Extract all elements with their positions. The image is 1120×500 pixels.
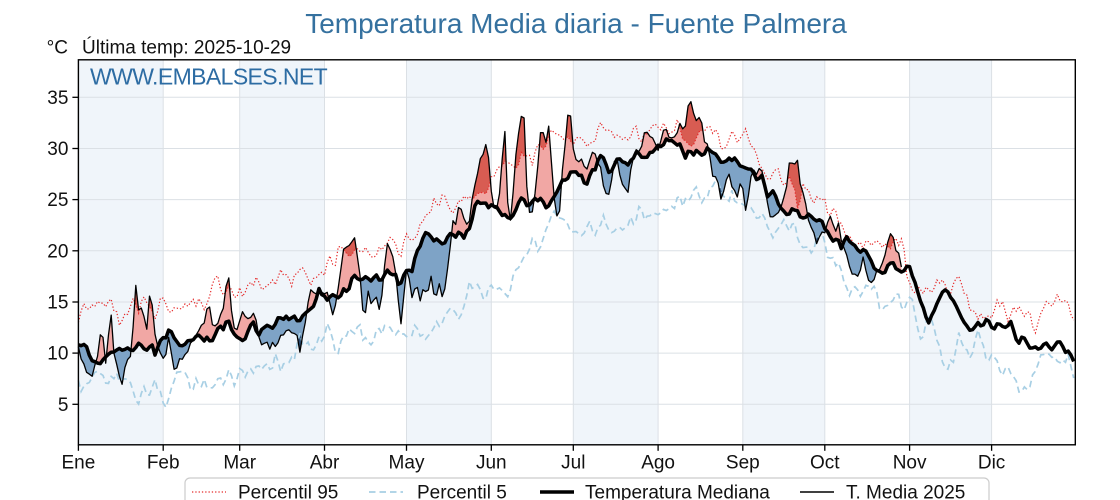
svg-text:Percentil 5: Percentil 5	[417, 483, 507, 500]
svg-text:Abr: Abr	[310, 453, 340, 474]
svg-text:25: 25	[47, 190, 68, 211]
svg-text:Nov: Nov	[893, 453, 927, 474]
svg-text:Percentil 95: Percentil 95	[238, 483, 338, 500]
svg-text:Temperatura Mediana: Temperatura Mediana	[585, 483, 770, 500]
svg-text:15: 15	[47, 293, 68, 314]
svg-text:35: 35	[47, 88, 68, 109]
svg-text:May: May	[389, 453, 425, 474]
svg-text:Temperatura Media diaria - Fue: Temperatura Media diaria - Fuente Palmer…	[305, 8, 847, 39]
svg-text:Oct: Oct	[810, 453, 840, 474]
svg-text:10: 10	[47, 344, 68, 365]
svg-text:Ago: Ago	[641, 453, 675, 474]
svg-text:Sep: Sep	[726, 453, 760, 474]
svg-text:T. Media 2025: T. Media 2025	[846, 483, 965, 500]
svg-text:°C: °C	[47, 38, 68, 59]
svg-text:Mar: Mar	[223, 453, 256, 474]
svg-text:20: 20	[47, 241, 68, 262]
svg-text:5: 5	[58, 395, 69, 416]
svg-text:Jun: Jun	[476, 453, 507, 474]
svg-text:Ene: Ene	[61, 453, 95, 474]
svg-text:30: 30	[47, 139, 68, 160]
svg-text:Dic: Dic	[978, 453, 1005, 474]
svg-text:Última temp: 2025-10-29: Última temp: 2025-10-29	[82, 37, 291, 59]
svg-text:Jul: Jul	[561, 453, 585, 474]
svg-text:WWW.EMBALSES.NET: WWW.EMBALSES.NET	[90, 64, 328, 90]
svg-text:Feb: Feb	[147, 453, 180, 474]
